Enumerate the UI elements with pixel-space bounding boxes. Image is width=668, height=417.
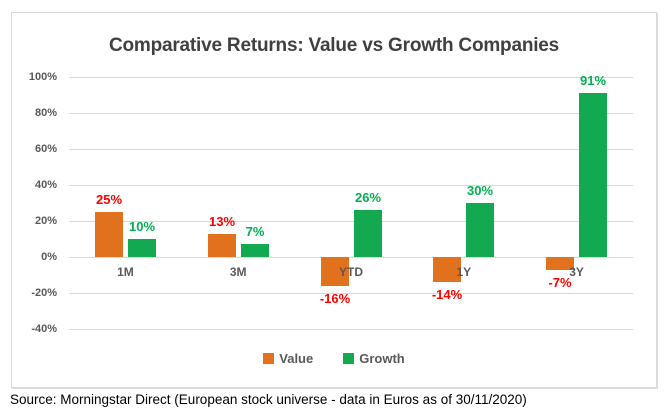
bar-value-3Y <box>546 257 574 270</box>
growth-swatch-icon <box>343 353 355 364</box>
x-axis-label-3Y: 3Y <box>569 265 584 279</box>
data-label-value-3Y: -7% <box>548 275 572 290</box>
bar-value-1Y <box>433 257 461 282</box>
gridline--20% <box>69 293 633 294</box>
source-note: Source: Morningstar Direct (European sto… <box>10 392 527 407</box>
bar-growth-3M <box>241 244 269 257</box>
gridline-40% <box>69 185 633 186</box>
gridline-0% <box>69 257 633 258</box>
chart-title: Comparative Returns: Value vs Growth Com… <box>108 35 560 56</box>
bar-growth-YTD <box>354 210 382 257</box>
data-label-growth-1M: 10% <box>128 219 156 234</box>
data-label-growth-3Y: 91% <box>579 73 607 88</box>
bar-growth-1Y <box>466 203 494 257</box>
gridline-20% <box>69 221 633 222</box>
y-axis-tick-0%: 0% <box>41 251 57 263</box>
y-axis-tick-60%: 60% <box>34 143 57 155</box>
data-label-value-YTD: -16% <box>319 291 351 306</box>
bar-growth-1M <box>128 239 156 257</box>
legend: Value Growth <box>12 351 656 366</box>
x-axis-label-1Y: 1Y <box>456 265 472 279</box>
data-label-growth-YTD: 26% <box>354 190 382 205</box>
gridline-100% <box>69 77 633 78</box>
bar-value-3M <box>208 234 236 257</box>
y-axis-tick-80%: 80% <box>34 107 57 119</box>
legend-label-growth: Growth <box>359 351 405 366</box>
legend-item-growth: Growth <box>343 351 405 366</box>
data-label-value-1M: 25% <box>95 192 123 207</box>
gridline-60% <box>69 149 633 150</box>
x-axis-label-3M: 3M <box>229 265 247 279</box>
data-label-growth-1Y: 30% <box>466 183 494 198</box>
value-swatch-icon <box>263 353 275 364</box>
data-label-growth-3M: 7% <box>245 224 265 239</box>
gridline-80% <box>69 113 633 114</box>
chart-container: Comparative Returns: Value vs Growth Com… <box>11 12 657 388</box>
data-label-value-3M: 13% <box>208 214 236 229</box>
y-axis-tick-100%: 100% <box>28 71 57 83</box>
bar-value-YTD <box>321 257 349 286</box>
x-axis-label-1M: 1M <box>117 265 134 279</box>
x-axis-label-YTD: YTD <box>338 265 363 279</box>
y-axis-tick--40%: -40% <box>31 323 57 335</box>
plot-area: 100% 80% 60% 40% 20% 0% -20% -40% 1M 25% 10% 3M 13% 7… <box>29 71 633 335</box>
bar-growth-3Y <box>579 93 607 257</box>
data-label-value-1Y: -14% <box>431 287 463 302</box>
y-axis-tick-40%: 40% <box>34 179 57 191</box>
y-axis-tick--20%: -20% <box>31 287 57 299</box>
legend-label-value: Value <box>279 351 314 366</box>
bar-value-1M <box>95 212 123 257</box>
y-axis-tick-20%: 20% <box>34 215 57 227</box>
gridline--40% <box>69 329 633 330</box>
legend-item-value: Value <box>263 351 313 366</box>
